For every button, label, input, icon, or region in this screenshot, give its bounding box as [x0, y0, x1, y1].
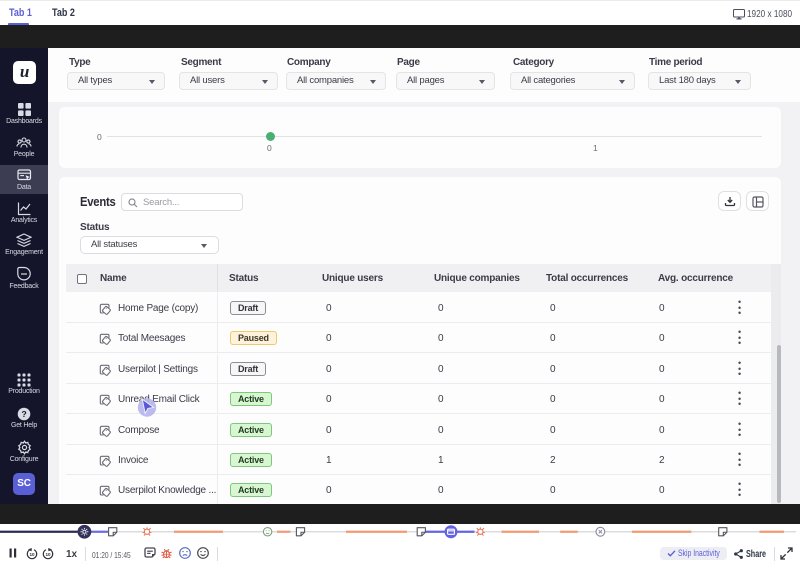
svg-text:10: 10 [45, 552, 51, 557]
svg-text:10: 10 [29, 552, 35, 557]
svg-text:?: ? [22, 409, 27, 419]
